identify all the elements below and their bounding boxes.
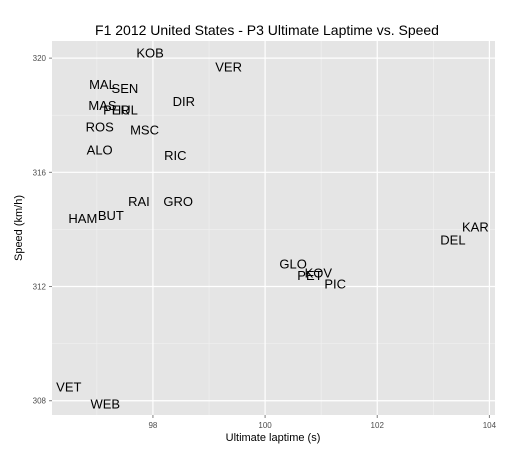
data-point-label-dir: DIR (173, 94, 195, 109)
data-point-label-gro: GRO (163, 194, 193, 209)
data-point-label-glo: GLO (279, 257, 306, 272)
data-point-label-per: PER (103, 103, 130, 118)
data-point-label-web: WEB (90, 397, 120, 412)
data-point-label-ham: HAM (68, 211, 97, 226)
y-axis-ticks: 308 312 316 320 (33, 54, 52, 406)
x-tick-label: 102 (371, 421, 385, 430)
data-point-label-sen: SEN (112, 81, 139, 96)
x-tick-label: 100 (258, 421, 272, 430)
data-point-label-ric: RIC (164, 148, 186, 163)
data-point-label-del: DEL (440, 232, 465, 247)
y-tick-label: 312 (33, 283, 47, 292)
x-tick-label: 98 (148, 421, 157, 430)
data-point-label-but: BUT (98, 208, 124, 223)
chart-title: F1 2012 United States - P3 Ultimate Lapt… (95, 22, 439, 38)
plot-panel (52, 41, 495, 415)
data-point-label-kar: KAR (462, 220, 489, 235)
data-point-label-msc: MSC (130, 123, 159, 138)
data-point-label-rai: RAI (128, 194, 150, 209)
data-point-label-kov: KOV (305, 265, 333, 280)
data-point-label-pic: PIC (324, 277, 346, 292)
data-point-label-ros: ROS (86, 120, 115, 135)
y-axis-title: Speed (km/h) (13, 195, 25, 261)
grid-lines (52, 41, 495, 415)
data-point-label-ver: VER (215, 60, 242, 75)
data-point-label-hul: HUL (112, 103, 138, 118)
data-point-label-vet: VET (56, 379, 81, 394)
data-point-label-mal: MAL (89, 77, 116, 92)
y-tick-label: 320 (33, 54, 47, 63)
y-tick-label: 308 (33, 397, 47, 406)
x-axis-ticks: 98 100 102 104 (148, 415, 497, 430)
data-point-label-pet: PET (297, 268, 322, 283)
x-tick-label: 104 (483, 421, 497, 430)
y-tick-label: 316 (33, 168, 47, 177)
x-axis-title: Ultimate laptime (s) (226, 432, 321, 444)
data-point-label-kob: KOB (136, 45, 163, 60)
data-point-label-alo: ALO (87, 142, 113, 157)
data-point-label-mas: MAS (88, 98, 117, 113)
